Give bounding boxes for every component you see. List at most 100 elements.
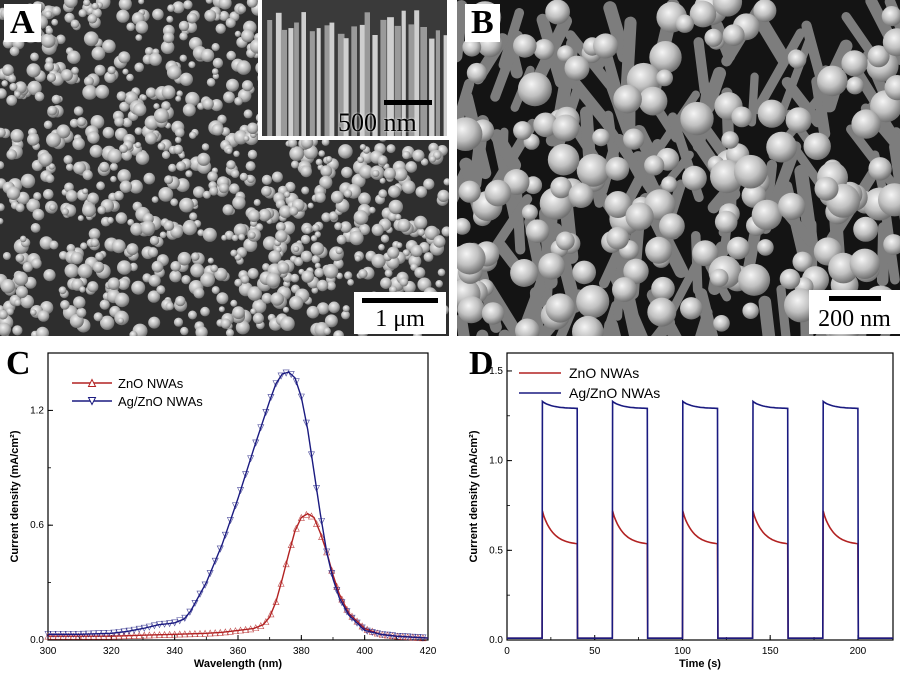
nanorod-tip bbox=[135, 34, 142, 41]
nanorod-tip bbox=[84, 76, 94, 86]
ag-nanoparticle bbox=[467, 63, 487, 83]
nanorod-tip bbox=[226, 160, 235, 169]
nanorod-tip bbox=[108, 66, 116, 74]
ag-nanoparticle bbox=[576, 285, 609, 318]
sem-image-b bbox=[457, 0, 900, 336]
ag-nanoparticle bbox=[513, 121, 532, 140]
nanorod-tip bbox=[232, 196, 245, 209]
ag-nanoparticle bbox=[676, 15, 694, 33]
nanorod-tip bbox=[153, 103, 159, 109]
nanorod-tip bbox=[92, 3, 99, 10]
nanorod-tip bbox=[402, 180, 416, 194]
ag-nanoparticle bbox=[815, 177, 839, 201]
nanorod-tip bbox=[433, 236, 445, 248]
nanorod-tip bbox=[181, 275, 190, 284]
nanorod-tip bbox=[96, 181, 105, 190]
x-tick-label: 360 bbox=[230, 646, 247, 657]
nanorod-tip bbox=[219, 183, 229, 193]
nanorod-tip bbox=[61, 69, 73, 81]
nanorod-tip bbox=[166, 16, 173, 23]
nanorod-tip bbox=[26, 63, 40, 77]
nanorod-tip bbox=[180, 73, 193, 86]
ag-nanoparticle bbox=[606, 227, 629, 250]
ag-nanoparticle bbox=[545, 0, 570, 24]
nanorod-tip bbox=[27, 133, 39, 145]
ag-nanoparticle bbox=[850, 249, 880, 279]
ag-nanoparticle bbox=[738, 264, 770, 296]
nanorod-tip bbox=[83, 170, 93, 180]
nanorod-tip bbox=[90, 238, 99, 247]
nanorod-tip bbox=[320, 165, 332, 177]
ag-nanoparticle bbox=[723, 24, 745, 46]
ag-nanoparticle bbox=[659, 213, 685, 239]
nanorod-tip bbox=[16, 286, 28, 298]
ag-nanoparticle bbox=[846, 77, 864, 95]
nanorod-tip bbox=[315, 192, 326, 203]
nanorod-tip bbox=[1, 279, 15, 293]
nanorod-tip bbox=[202, 143, 209, 150]
nanorod-tip bbox=[243, 136, 249, 142]
nanorod-tip bbox=[82, 188, 88, 194]
nanorod-tip bbox=[341, 167, 352, 178]
nanorod bbox=[420, 27, 427, 136]
ag-nanoparticle bbox=[868, 157, 891, 180]
nanorod-tip bbox=[67, 51, 80, 64]
nanorod-tip bbox=[180, 55, 187, 62]
nanorod-tip bbox=[7, 186, 21, 200]
nanorod-tip bbox=[78, 215, 84, 221]
nanorod-tip bbox=[150, 236, 159, 245]
legend-label: ZnO NWAs bbox=[569, 365, 639, 381]
scale-box-b: 200 nm bbox=[809, 290, 900, 334]
nanorod-tip bbox=[378, 244, 385, 251]
nanorod-tip bbox=[80, 242, 87, 249]
nanorod-tip bbox=[378, 155, 388, 165]
scale-box-a: 1 μm bbox=[354, 292, 446, 334]
nanorod-tip bbox=[61, 208, 68, 215]
ag-nanoparticle bbox=[593, 33, 618, 58]
nanorod-tip bbox=[74, 106, 84, 116]
nanorod-tip bbox=[41, 34, 55, 48]
nanorod-tip bbox=[1, 80, 8, 87]
cross-section-inset: 500 nm bbox=[258, 0, 449, 140]
nanorod-tip bbox=[31, 258, 42, 269]
ag-nanoparticle bbox=[510, 259, 538, 287]
nanorod-tip bbox=[270, 292, 284, 306]
nanorod-tip bbox=[317, 280, 328, 291]
nanorod-tip bbox=[167, 4, 175, 12]
ag-nanoparticle bbox=[778, 193, 805, 220]
nanorod-tip bbox=[372, 224, 384, 236]
ag-nanoparticle bbox=[680, 102, 713, 135]
nanorod-tip bbox=[289, 146, 304, 161]
nanorod-tip bbox=[223, 91, 235, 103]
ag-nanoparticle bbox=[713, 315, 730, 332]
nanorod-tip bbox=[149, 275, 161, 287]
ag-nanoparticle bbox=[556, 232, 575, 251]
nanorod-tip bbox=[212, 286, 220, 294]
nanorod-tip bbox=[236, 60, 251, 75]
nanorod-tip bbox=[248, 232, 255, 239]
nanorod-tip bbox=[117, 260, 132, 275]
nanorod-tip bbox=[3, 252, 11, 260]
nanorod-tip bbox=[226, 18, 236, 28]
nanorod-tip bbox=[107, 217, 114, 224]
ag-nanoparticle bbox=[548, 144, 580, 176]
ag-nanoparticle bbox=[626, 202, 654, 230]
nanorod-tip bbox=[100, 300, 110, 310]
nanorod-tip bbox=[72, 138, 85, 151]
nanorod-tip bbox=[301, 270, 314, 283]
nanorod-tip bbox=[71, 20, 80, 29]
nanorod-tip bbox=[94, 312, 103, 321]
nanorod-tip bbox=[148, 317, 160, 329]
ag-nanoparticle bbox=[766, 132, 797, 163]
nanorod-tip bbox=[312, 224, 320, 232]
nanorod-tip bbox=[201, 49, 214, 62]
panel-label-d: D bbox=[469, 347, 494, 381]
nanorod-tip bbox=[187, 13, 198, 24]
nanorod-tip bbox=[16, 203, 25, 212]
nanorod-tip bbox=[114, 117, 124, 127]
nanorod-tip bbox=[418, 229, 425, 236]
ag-nanoparticle bbox=[851, 109, 880, 138]
nanorod-tip bbox=[258, 209, 271, 222]
nanorod-tip bbox=[246, 161, 256, 171]
